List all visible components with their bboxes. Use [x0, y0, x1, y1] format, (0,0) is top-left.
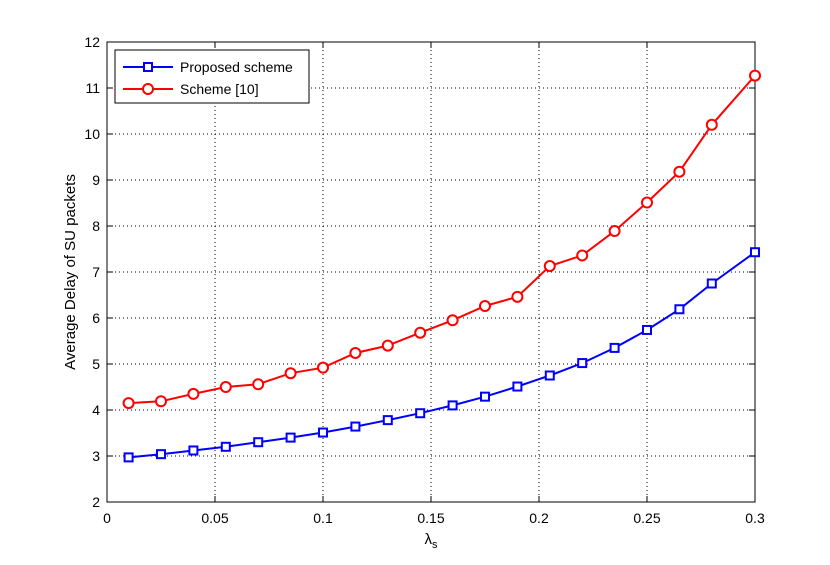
data-point-circle [349, 346, 362, 359]
data-point-square [253, 437, 264, 448]
data-point-square [577, 358, 588, 369]
data-point-circle [673, 165, 686, 178]
data-point-square [512, 381, 523, 392]
x-tick-label: 0 [103, 510, 111, 526]
y-tick-label: 7 [92, 264, 100, 280]
data-point-square [674, 304, 685, 315]
data-point-square [285, 432, 296, 443]
y-tick-label: 9 [92, 172, 100, 188]
data-point-circle [641, 196, 653, 209]
data-point-circle [543, 260, 556, 273]
data-point-square [480, 391, 490, 402]
y-tick-label: 11 [85, 80, 100, 96]
data-point-circle [122, 397, 135, 410]
data-point-circle [284, 367, 297, 380]
data-point-circle [187, 387, 200, 400]
data-point-square [447, 400, 458, 411]
data-point-circle [479, 300, 491, 313]
data-point-square [156, 449, 166, 460]
data-point-circle [381, 339, 394, 352]
data-point-square [123, 452, 134, 463]
series-layer [122, 69, 761, 463]
data-point-square [750, 247, 760, 258]
x-tick-label: 0.05 [201, 510, 228, 526]
x-axis-label-subscript: s [432, 539, 438, 551]
legend-marker-square [143, 62, 153, 72]
data-point-circle [155, 395, 167, 408]
x-tick-label: 0.15 [417, 510, 444, 526]
x-tick-label: 0.25 [633, 510, 660, 526]
y-axis-label: Average Delay of SU packets [62, 174, 79, 370]
x-axis-label: λs [425, 531, 439, 551]
axis-ticks: 0 0.05 0.1 0.15 0.2 0.25 0.3 2 3 4 5 6 7 8 9 10 11 12 [84, 34, 765, 526]
x-tick-label: 0.1 [313, 510, 333, 526]
data-point-circle [317, 361, 329, 374]
data-point-square [642, 324, 652, 335]
data-point-square [382, 415, 393, 426]
data-point-circle [414, 326, 427, 339]
data-point-circle [511, 290, 524, 303]
legend-label-proposed: Proposed scheme [180, 59, 293, 75]
data-point-square [706, 278, 717, 289]
legend: Proposed scheme Scheme [10] [114, 49, 310, 104]
x-tick-label: 0.2 [529, 510, 549, 526]
y-tick-label: 10 [84, 126, 100, 142]
data-point-square [318, 427, 328, 438]
data-point-circle [576, 249, 589, 262]
grid-lines [107, 42, 755, 502]
legend-marker-circle [142, 83, 154, 95]
y-tick-label: 2 [92, 494, 100, 510]
data-point-square [188, 445, 199, 456]
data-point-circle [252, 378, 265, 391]
series-line-proposed [128, 251, 756, 459]
data-point-square [544, 370, 555, 381]
data-point-circle [749, 69, 761, 82]
data-point-circle [608, 225, 621, 238]
data-point-square [350, 421, 361, 432]
legend-label-scheme10: Scheme [10] [180, 81, 259, 97]
y-tick-label: 5 [92, 356, 100, 372]
y-tick-label: 6 [92, 310, 100, 326]
x-axis-label-main: λ [425, 531, 433, 548]
data-point-circle [705, 118, 718, 131]
data-point-circle [219, 381, 232, 393]
data-point-square [415, 408, 426, 419]
y-tick-label: 12 [84, 34, 100, 50]
y-tick-label: 8 [92, 218, 100, 234]
data-point-square [609, 342, 620, 353]
y-tick-label: 4 [92, 402, 100, 418]
y-tick-label: 3 [92, 448, 100, 464]
x-tick-label: 0.3 [745, 510, 765, 526]
data-point-square [220, 441, 231, 452]
data-point-circle [446, 314, 459, 327]
